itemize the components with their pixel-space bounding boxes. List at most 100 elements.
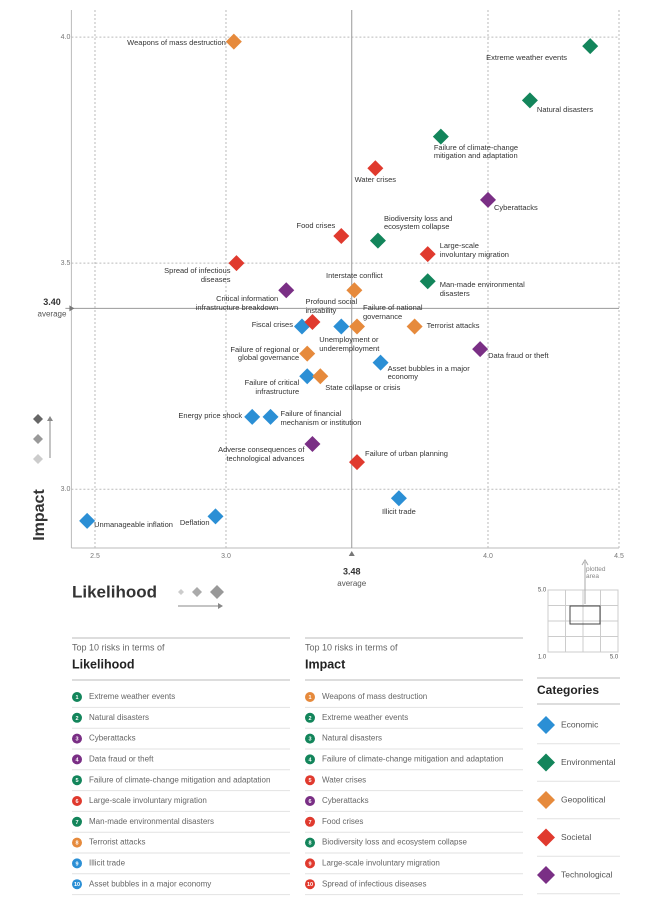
point-label: Spread of infectious diseases xyxy=(164,266,231,284)
rank-number: 2 xyxy=(308,716,311,722)
point xyxy=(225,33,242,50)
rank-text: Natural disasters xyxy=(322,734,382,743)
point-label: Failure of urban planning xyxy=(364,449,448,459)
point xyxy=(228,255,245,272)
point xyxy=(369,232,386,249)
point xyxy=(299,345,316,362)
legend-title: Categories xyxy=(537,683,599,697)
point xyxy=(419,273,436,290)
rank-text: Man-made environmental disasters xyxy=(89,817,214,826)
point-label: Adverse consequences of technological ad… xyxy=(218,445,305,463)
x-tick-label: 3.0 xyxy=(221,553,231,560)
legend-swatch xyxy=(537,828,555,847)
point-label: Food crises xyxy=(296,221,336,231)
point xyxy=(390,490,407,507)
rank-number: 3 xyxy=(75,737,78,743)
rank-number: 10 xyxy=(74,882,80,888)
rank-text: Illicit trade xyxy=(89,859,126,868)
y-average-text: average xyxy=(38,309,67,318)
point-label: Unemployment or underemployment xyxy=(319,335,380,354)
rank-number: 3 xyxy=(308,737,311,743)
ranking-title: Impact xyxy=(305,657,346,671)
inset-caption: plotted area xyxy=(586,566,606,581)
rank-number: 5 xyxy=(308,778,311,784)
point-label: Failure of financial mechanism or instit… xyxy=(280,408,362,427)
x-tick-label: 2.5 xyxy=(90,553,100,560)
rank-number: 8 xyxy=(75,841,78,847)
point-label: Failure of national governance xyxy=(362,303,423,322)
point xyxy=(582,38,599,55)
rank-number: 2 xyxy=(75,716,78,722)
ranking-heading: Top 10 risks in terms of xyxy=(305,642,398,652)
point-label: Biodiversity loss and ecosystem collapse xyxy=(383,213,453,232)
rank-badge xyxy=(72,712,82,723)
rank-text: Natural disasters xyxy=(89,713,149,722)
point xyxy=(79,512,96,529)
point-label: Deflation xyxy=(179,518,210,528)
legend-label: Societal xyxy=(561,832,591,842)
rank-number: 7 xyxy=(308,820,311,826)
rank-number: 1 xyxy=(75,695,78,701)
rank-badge xyxy=(305,692,315,702)
rank-text: Extreme weather events xyxy=(89,692,175,701)
point-label: Interstate conflict xyxy=(326,271,383,281)
point xyxy=(348,454,365,471)
point-label: Weapons of mass destruction xyxy=(127,37,226,47)
x-average-label: 3.48 xyxy=(343,566,361,576)
point xyxy=(472,341,489,358)
rank-text: Large-scale involuntary migration xyxy=(89,796,207,805)
rank-badge xyxy=(305,712,315,723)
point-label: Extreme weather events xyxy=(486,53,568,63)
rank-number: 6 xyxy=(308,799,311,805)
y-average-label: 3.40 xyxy=(43,297,61,307)
point xyxy=(262,408,279,425)
point-label: Asset bubbles in a major economy xyxy=(387,363,470,382)
rank-number: 9 xyxy=(308,861,311,867)
point-label: Critical information infrastructure brea… xyxy=(195,294,279,312)
inset-label: 1.0 xyxy=(538,655,547,661)
point xyxy=(372,354,389,371)
rank-number: 5 xyxy=(75,778,78,784)
point-label: Natural disasters xyxy=(536,105,594,115)
x-axis-title: Likelihood xyxy=(72,582,157,601)
inset-label: 5.0 xyxy=(538,588,547,594)
point xyxy=(346,282,363,299)
rank-text: Data fraud or theft xyxy=(89,755,154,764)
legend-label: Technological xyxy=(561,869,613,879)
point xyxy=(304,436,321,453)
point-label: Energy price shock xyxy=(178,410,243,420)
rank-badge xyxy=(72,796,82,806)
rank-badge xyxy=(305,837,315,848)
point-label: Water crises xyxy=(354,175,397,185)
legend-swatch xyxy=(537,716,555,734)
rank-text: Extreme weather events xyxy=(322,713,408,722)
point xyxy=(278,282,295,299)
rank-badge xyxy=(72,879,82,890)
y-axis-title: Impact xyxy=(31,489,48,541)
point-label: Failure of regional or global governance xyxy=(230,344,300,363)
rank-badge xyxy=(305,796,315,806)
point xyxy=(406,318,423,335)
ranking-title: Likelihood xyxy=(72,657,135,671)
legend-swatch xyxy=(537,753,555,772)
inset-label: 5.0 xyxy=(610,655,619,661)
point-label: Profound social instability xyxy=(305,296,358,315)
point xyxy=(304,313,321,330)
rank-text: Large-scale involuntary migration xyxy=(322,859,440,868)
x-tick-label: 4.5 xyxy=(614,553,624,560)
rank-text: Cyberattacks xyxy=(89,734,136,743)
rank-number: 4 xyxy=(75,757,79,763)
rank-text: Water crises xyxy=(322,775,366,784)
rank-badge xyxy=(72,858,82,869)
rank-badge xyxy=(305,879,315,890)
y-tick-label: 4.0 xyxy=(61,34,71,41)
point xyxy=(207,508,224,525)
point-label: Cyberattacks xyxy=(493,202,538,212)
point-label: Data fraud or theft xyxy=(488,351,549,361)
point-label: Failure of climate-change mitigation and… xyxy=(433,142,519,161)
legend-swatch xyxy=(537,866,555,884)
point xyxy=(348,318,365,335)
rank-text: Terrorist attacks xyxy=(89,838,145,847)
